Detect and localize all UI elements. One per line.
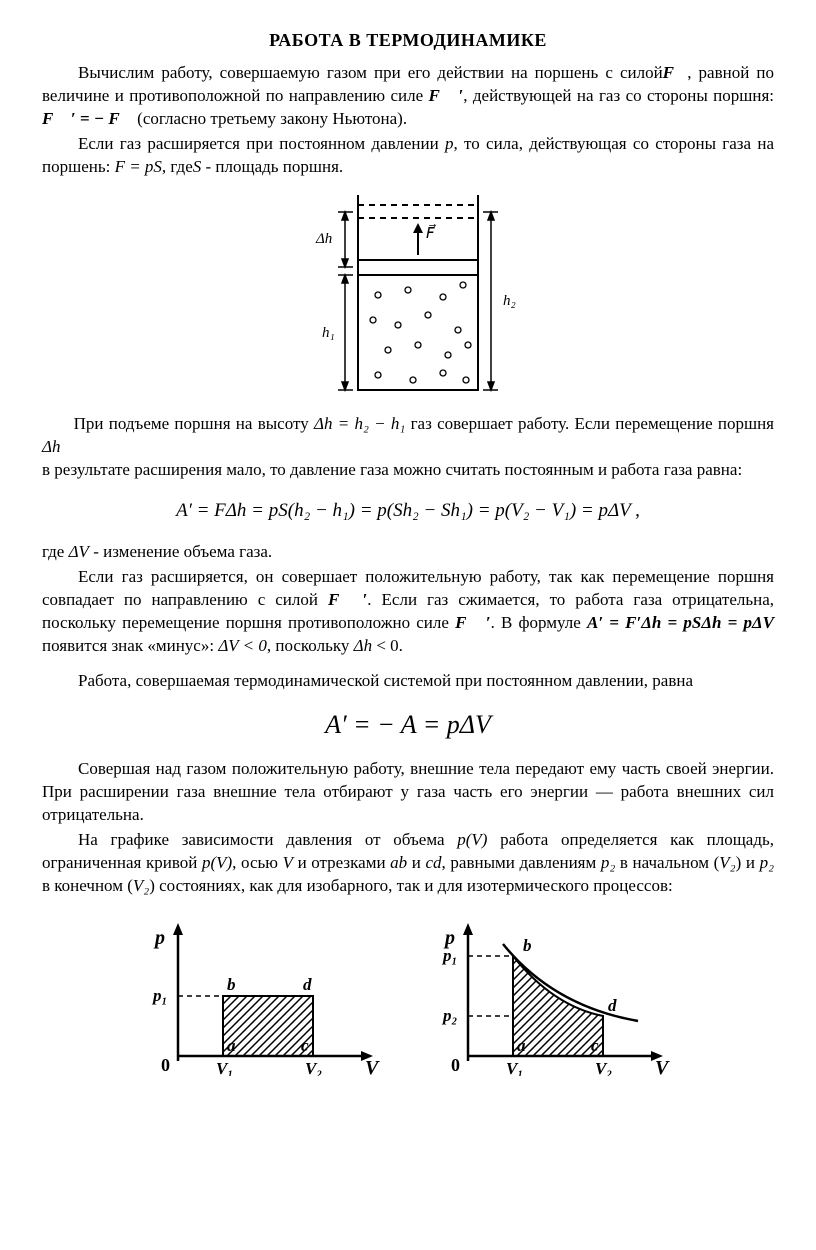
cd: cd xyxy=(426,853,442,872)
vector-Fprime-2: F⃗ ′ xyxy=(328,590,367,609)
ab: ab xyxy=(390,853,407,872)
label-V1: V₁ xyxy=(216,1059,233,1076)
equation-work: A′ = FΔh = pS(h₂ − h₁) = p(Sh₂ − Sh₁) = … xyxy=(42,498,774,524)
text: < 0. xyxy=(372,636,403,655)
comma: , xyxy=(635,500,640,521)
text: и xyxy=(407,853,425,872)
inequality-2: Δh xyxy=(354,636,372,655)
page-title: РАБОТА В ТЕРМОДИНАМИКЕ xyxy=(42,28,774,52)
equation-FF: F⃗ ′ = − F⃗ xyxy=(42,109,133,128)
text: , действующей на газ со стороны поршня: xyxy=(463,86,774,105)
formula-text: A′ = FΔh = pS(h₂ − h₁) = p(Sh₂ − Sh₁) = … xyxy=(176,500,630,521)
text: . В формуле xyxy=(491,613,587,632)
label-V2b: V₂ xyxy=(595,1059,612,1076)
label-V1b: V₁ xyxy=(506,1059,523,1076)
axis-V: V xyxy=(365,1057,380,1076)
figure-piston: Δh h₁ h₂ F⃗ xyxy=(42,185,774,405)
origin2: 0 xyxy=(451,1055,460,1075)
text: Если газ расширяется при постоянном давл… xyxy=(78,134,445,153)
paragraph-1: Вычислим работу, совершаемую газом при е… xyxy=(42,62,774,131)
vector-Fprime: F⃗ ′ xyxy=(429,86,464,105)
text: и отрезками xyxy=(293,853,390,872)
text: Вычислим работу, совершаемую газом при е… xyxy=(78,63,663,82)
V2-1: V₂ xyxy=(719,853,735,872)
text: , равными давлениям xyxy=(442,853,601,872)
paragraph-3: При подъеме поршня на высоту Δh = h₂ − h… xyxy=(42,413,774,482)
figure-graphs: p V 0 p₁ V₁ V₂ b d a c p V 0 p₁ p₂ V₁ V₂… xyxy=(42,916,774,1076)
paragraph-6: Работа, совершаемая термодинамической си… xyxy=(42,670,774,693)
equation-dh: Δh = h₂ − h₁ xyxy=(314,414,405,433)
text: При подъеме поршня на высоту xyxy=(74,414,314,433)
text: - изменение объема газа. xyxy=(89,542,272,561)
text: ) и xyxy=(736,853,760,872)
symbol-S: S xyxy=(193,157,202,176)
point-a: a xyxy=(227,1036,236,1055)
label-V2: V₂ xyxy=(305,1059,322,1076)
equation-inline: A′ = F′Δh = pSΔh = pΔV xyxy=(587,613,774,632)
paragraph-4: где ΔV - изменение объема газа. xyxy=(42,541,774,564)
graph-isobaric: p V 0 p₁ V₁ V₂ b d a c xyxy=(143,916,383,1076)
text: в результате расширения мало, то давлени… xyxy=(42,460,742,479)
axis-p: p xyxy=(153,927,165,949)
text: - площадь поршня. xyxy=(201,157,343,176)
paragraph-8: На графике зависимости давления от объем… xyxy=(42,829,774,898)
label-F: F⃗ xyxy=(426,223,436,242)
label-dh: Δh xyxy=(315,231,332,247)
symbol-p: p xyxy=(445,134,454,153)
axis-V2: V xyxy=(655,1057,670,1076)
symbol-dV: ΔV xyxy=(69,542,89,561)
label-h2: h₂ xyxy=(503,293,516,309)
vector-F: F⃗ xyxy=(663,63,688,82)
p2-2: p₂ xyxy=(760,853,774,872)
text: (согласно третьему закону Ньютона). xyxy=(133,109,407,128)
text: На графике зависимости давления от объем… xyxy=(78,830,457,849)
point-b: b xyxy=(227,975,236,994)
text: , поскольку xyxy=(267,636,354,655)
point-a2: a xyxy=(517,1036,526,1055)
text: , осью xyxy=(232,853,282,872)
paragraph-5: Если газ расширяется, он совершает полож… xyxy=(42,566,774,658)
pV-1: p(V) xyxy=(457,830,487,849)
pV-2: p(V) xyxy=(202,853,232,872)
equation-FpS: F = pS xyxy=(115,157,162,176)
label-p2b: p₂ xyxy=(441,1006,458,1025)
text: ) состояниях, как для изобарного, так и … xyxy=(149,876,673,895)
symbol-dh: Δh xyxy=(42,437,60,456)
label-p1b: p₁ xyxy=(441,946,457,965)
point-c: c xyxy=(301,1036,309,1055)
label-p1: p₁ xyxy=(151,986,167,1005)
paragraph-2: Если газ расширяется при постоянном давл… xyxy=(42,133,774,179)
point-c2: c xyxy=(591,1036,599,1055)
equation-big: A′ = − A = pΔV xyxy=(42,707,774,742)
vector-Fprime-3: F⃗ ′ xyxy=(455,613,491,632)
origin: 0 xyxy=(161,1055,170,1075)
text: , где xyxy=(162,157,193,176)
point-d2: d xyxy=(608,996,617,1015)
text: где xyxy=(42,542,69,561)
text: газ совершает работу. Если перемещение п… xyxy=(405,414,774,433)
text: в начальном ( xyxy=(615,853,719,872)
point-b2: b xyxy=(523,936,532,955)
text: появится знак «минус»: xyxy=(42,636,218,655)
text: в конечном ( xyxy=(42,876,133,895)
V2-2: V₂ xyxy=(133,876,149,895)
symbol-V: V xyxy=(283,853,293,872)
inequality-1: ΔV < 0 xyxy=(218,636,267,655)
p2-1: p₂ xyxy=(601,853,615,872)
label-h1: h₁ xyxy=(322,325,335,341)
point-d: d xyxy=(303,975,312,994)
graph-isothermal: p V 0 p₁ p₂ V₁ V₂ b d a c xyxy=(433,916,673,1076)
paragraph-7: Совершая над газом положительную работу,… xyxy=(42,758,774,827)
